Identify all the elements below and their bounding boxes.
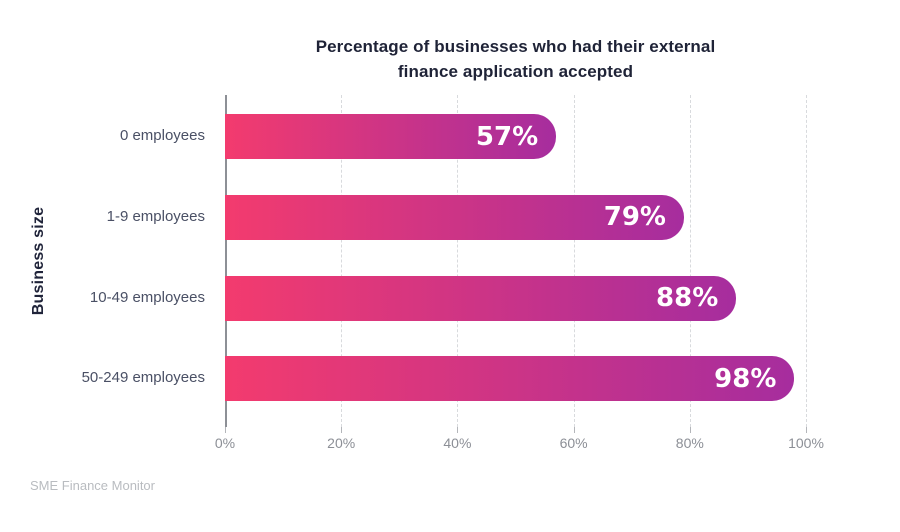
- x-axis-tick: [689, 427, 691, 433]
- chart-title-line-2: finance application accepted: [397, 61, 634, 81]
- source-note: SME Finance Monitor: [30, 478, 155, 493]
- gridline: [573, 95, 575, 427]
- x-axis-tick-label: 40%: [443, 435, 472, 451]
- bar-row: 10-49 employees 88%: [0, 257, 900, 338]
- gridline: [457, 95, 459, 427]
- x-axis-tick-label: 0%: [214, 435, 236, 451]
- category-label: 0 employees: [119, 127, 205, 144]
- bar-value-label: 79%: [603, 202, 666, 233]
- category-label: 50-249 employees: [81, 369, 205, 387]
- bar-value-label: 98%: [714, 363, 777, 394]
- x-axis-tick-label: 80%: [675, 435, 704, 451]
- category-label: 10-49 employees: [89, 288, 205, 306]
- x-axis-tick-label: 20%: [327, 435, 356, 451]
- plot-area: 0% 20% 40% 60% 80% 100%: [215, 95, 824, 451]
- bar-value-label: 57%: [475, 121, 539, 152]
- y-axis-line: [225, 95, 227, 427]
- bar: 98%: [225, 356, 795, 402]
- x-axis-tick: [225, 427, 226, 433]
- category-label: 1-9 employees: [106, 207, 205, 225]
- bar: 88%: [225, 275, 737, 321]
- bar-row: 50-249 employees 98%: [0, 337, 900, 418]
- x-axis-tick: [341, 427, 343, 433]
- x-axis-tick: [457, 427, 459, 433]
- bar-value-label: 88%: [656, 283, 719, 313]
- bar: 57%: [225, 114, 557, 159]
- chart-title: Percentage of businesses who had their e…: [225, 35, 806, 84]
- bar-row: 0 employees 57%: [0, 95, 900, 176]
- gridline: [806, 95, 807, 427]
- x-axis-tick: [806, 427, 807, 433]
- bar-row: 1-9 employees 79%: [0, 176, 900, 257]
- gridline: [689, 95, 691, 427]
- x-axis-tick-label: 60%: [559, 435, 588, 451]
- x-axis-tick-label: 100%: [788, 435, 824, 451]
- x-axis-tick: [573, 427, 575, 433]
- gridline: [341, 95, 343, 427]
- chart-title-line-1: Percentage of businesses who had their e…: [315, 37, 716, 56]
- bar: 79%: [225, 194, 684, 240]
